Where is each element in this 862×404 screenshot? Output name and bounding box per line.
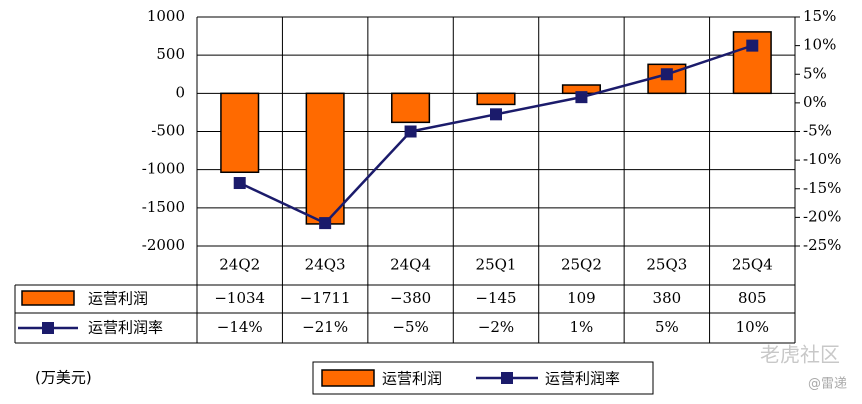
y-tick-label: 500 [156,45,185,63]
y2-tick-label: 5% [803,64,827,82]
y-tick-label: -500 [151,122,185,140]
table-value: 380 [653,289,682,307]
y-tick-label: -1500 [142,198,185,216]
marker [575,91,588,104]
x-tick-label: 25Q4 [732,256,773,274]
x-tick-label: 25Q1 [476,256,517,274]
x-tick-label: 24Q3 [305,256,346,274]
y2-tick-label: -25% [803,236,841,254]
y2-tick-label: -20% [803,207,841,225]
unit-label: (万美元) [35,369,92,387]
legend-marker [42,322,54,334]
legend-label: 运营利润率 [545,370,620,388]
table-value: −21% [302,318,348,336]
table-value: −5% [392,318,428,336]
table-value: 5% [655,318,679,336]
watermark: 老虎社区 [760,343,840,367]
legend-swatch [321,369,375,387]
y2-tick-label: 10% [803,36,836,54]
table-value: 1% [570,318,594,336]
marker [404,125,417,138]
x-tick-label: 24Q2 [219,256,260,274]
legend-label: 运营利润 [88,290,148,308]
y-tick-label: 1000 [147,7,185,25]
marker [233,177,246,190]
marker [746,39,759,52]
table-value: −1711 [300,289,351,307]
bar [220,92,260,174]
table-value: −14% [217,318,263,336]
x-tick-label: 25Q3 [646,256,687,274]
legend-label: 运营利润 [382,370,442,388]
y-tick-label: 0 [175,83,185,101]
legend-swatch [21,290,75,306]
y2-tick-label: -10% [803,150,841,168]
table-value: −145 [475,289,516,307]
y2-tick-label: -15% [803,179,841,197]
legend-marker [501,372,513,384]
y-tick-label: -1000 [142,160,185,178]
watermark: @雷递 [808,377,847,392]
legend-label: 运营利润率 [88,319,163,337]
table-value: 109 [567,289,596,307]
table-value: 10% [736,318,769,336]
x-tick-label: 24Q4 [390,256,431,274]
marker [490,108,502,121]
bar [391,92,431,124]
y2-tick-label: -5% [803,122,832,140]
x-tick-label: 25Q2 [561,256,602,274]
table-value: −2% [478,318,514,336]
marker [660,68,673,81]
y2-tick-label: 0% [803,93,827,111]
marker [319,217,332,230]
table-value: −1034 [214,289,265,307]
table-value: 805 [738,289,767,307]
bar [476,92,516,106]
bar [305,92,345,225]
y2-tick-label: 15% [803,7,836,25]
table-value: −380 [390,289,431,307]
y-tick-label: -2000 [142,236,185,254]
